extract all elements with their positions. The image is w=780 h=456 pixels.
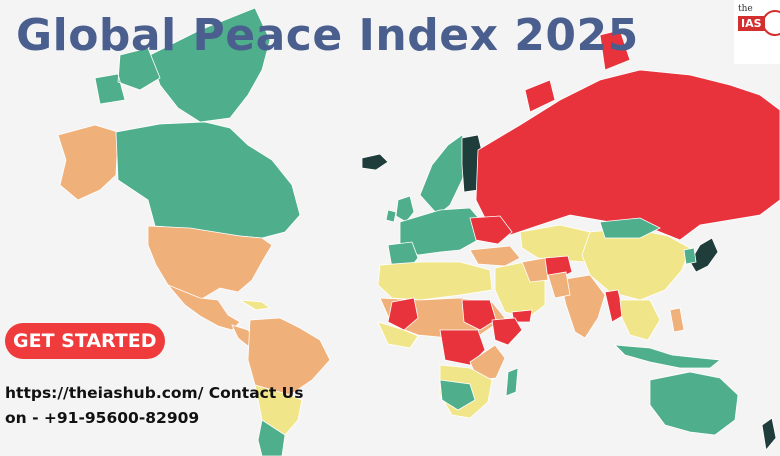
logo-badge: IAS (738, 16, 765, 31)
region-usa (147, 225, 273, 301)
contact-info: https://theiashub.com/ Contact Us on - +… (5, 381, 315, 431)
region-philippines (669, 307, 685, 333)
region-australia (649, 371, 739, 436)
region-caribbean (239, 299, 272, 311)
region-alaska (57, 124, 119, 201)
region-mali (387, 297, 419, 331)
logo-top-text: the (738, 4, 753, 14)
region-sudan (461, 299, 497, 331)
page-title: Global Peace Index 2025 (16, 10, 639, 61)
region-iceland (361, 153, 389, 171)
region-west-africa (377, 321, 419, 349)
region-ukraine (469, 215, 513, 245)
region-russia (475, 69, 780, 241)
region-south-america-north (247, 317, 331, 401)
region-greenland (149, 7, 271, 123)
region-horn-africa (491, 317, 523, 346)
contact-line-phone: on - +91-95600-82909 (5, 409, 200, 427)
region-turkey (469, 245, 521, 267)
get-started-button[interactable]: GET STARTED (5, 323, 165, 359)
region-india (559, 274, 606, 339)
region-madagascar (505, 367, 519, 397)
region-china (581, 227, 691, 301)
region-mongolia (599, 217, 661, 239)
region-canada (115, 121, 301, 239)
region-south-america-south (257, 419, 286, 456)
logo-ring-icon (762, 10, 780, 36)
region-iran (521, 257, 549, 283)
region-korea (683, 247, 697, 265)
logo[interactable]: the IAS (734, 0, 780, 64)
region-pakistan (547, 271, 571, 299)
region-russia-islands (524, 29, 631, 113)
contact-line-url[interactable]: https://theiashub.com/ Contact Us (5, 384, 304, 402)
region-arctic-islands (94, 47, 161, 105)
region-new-zealand (761, 417, 777, 451)
region-south-africa (439, 379, 476, 411)
region-se-asia (619, 299, 661, 341)
region-uk-ireland (385, 195, 415, 223)
region-indonesia (613, 344, 722, 369)
region-north-africa (377, 261, 493, 301)
